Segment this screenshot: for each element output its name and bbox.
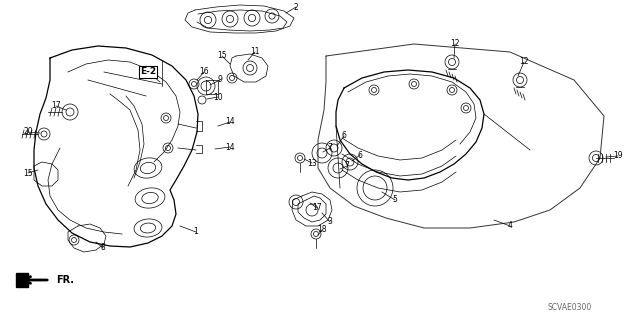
Text: 4: 4 [508,221,513,231]
Text: E-2: E-2 [140,68,156,77]
Text: 5: 5 [392,196,397,204]
Text: 16: 16 [199,68,209,77]
Text: 19: 19 [613,152,623,160]
Text: 15: 15 [23,168,33,177]
Polygon shape [16,273,28,287]
Text: 11: 11 [250,48,260,56]
Text: 8: 8 [100,243,106,253]
Text: 12: 12 [451,40,460,48]
Text: 10: 10 [213,93,223,101]
Text: 9: 9 [218,76,223,85]
Text: 18: 18 [317,226,327,234]
Text: 20: 20 [23,128,33,137]
Text: 13: 13 [307,159,317,167]
Text: 14: 14 [225,117,235,127]
Text: 12: 12 [519,57,529,66]
Text: 17: 17 [312,204,322,212]
Text: 7: 7 [328,144,332,152]
Text: 15: 15 [217,51,227,61]
Text: 14: 14 [225,143,235,152]
Text: SCVAE0300: SCVAE0300 [548,303,592,313]
Text: 17: 17 [51,101,61,110]
Text: 1: 1 [194,227,198,236]
Text: 6: 6 [342,131,346,140]
Text: FR.: FR. [56,275,74,285]
Text: 6: 6 [358,151,362,160]
Text: 3: 3 [328,218,332,226]
Text: 2: 2 [294,3,298,11]
Text: 7: 7 [344,161,349,170]
